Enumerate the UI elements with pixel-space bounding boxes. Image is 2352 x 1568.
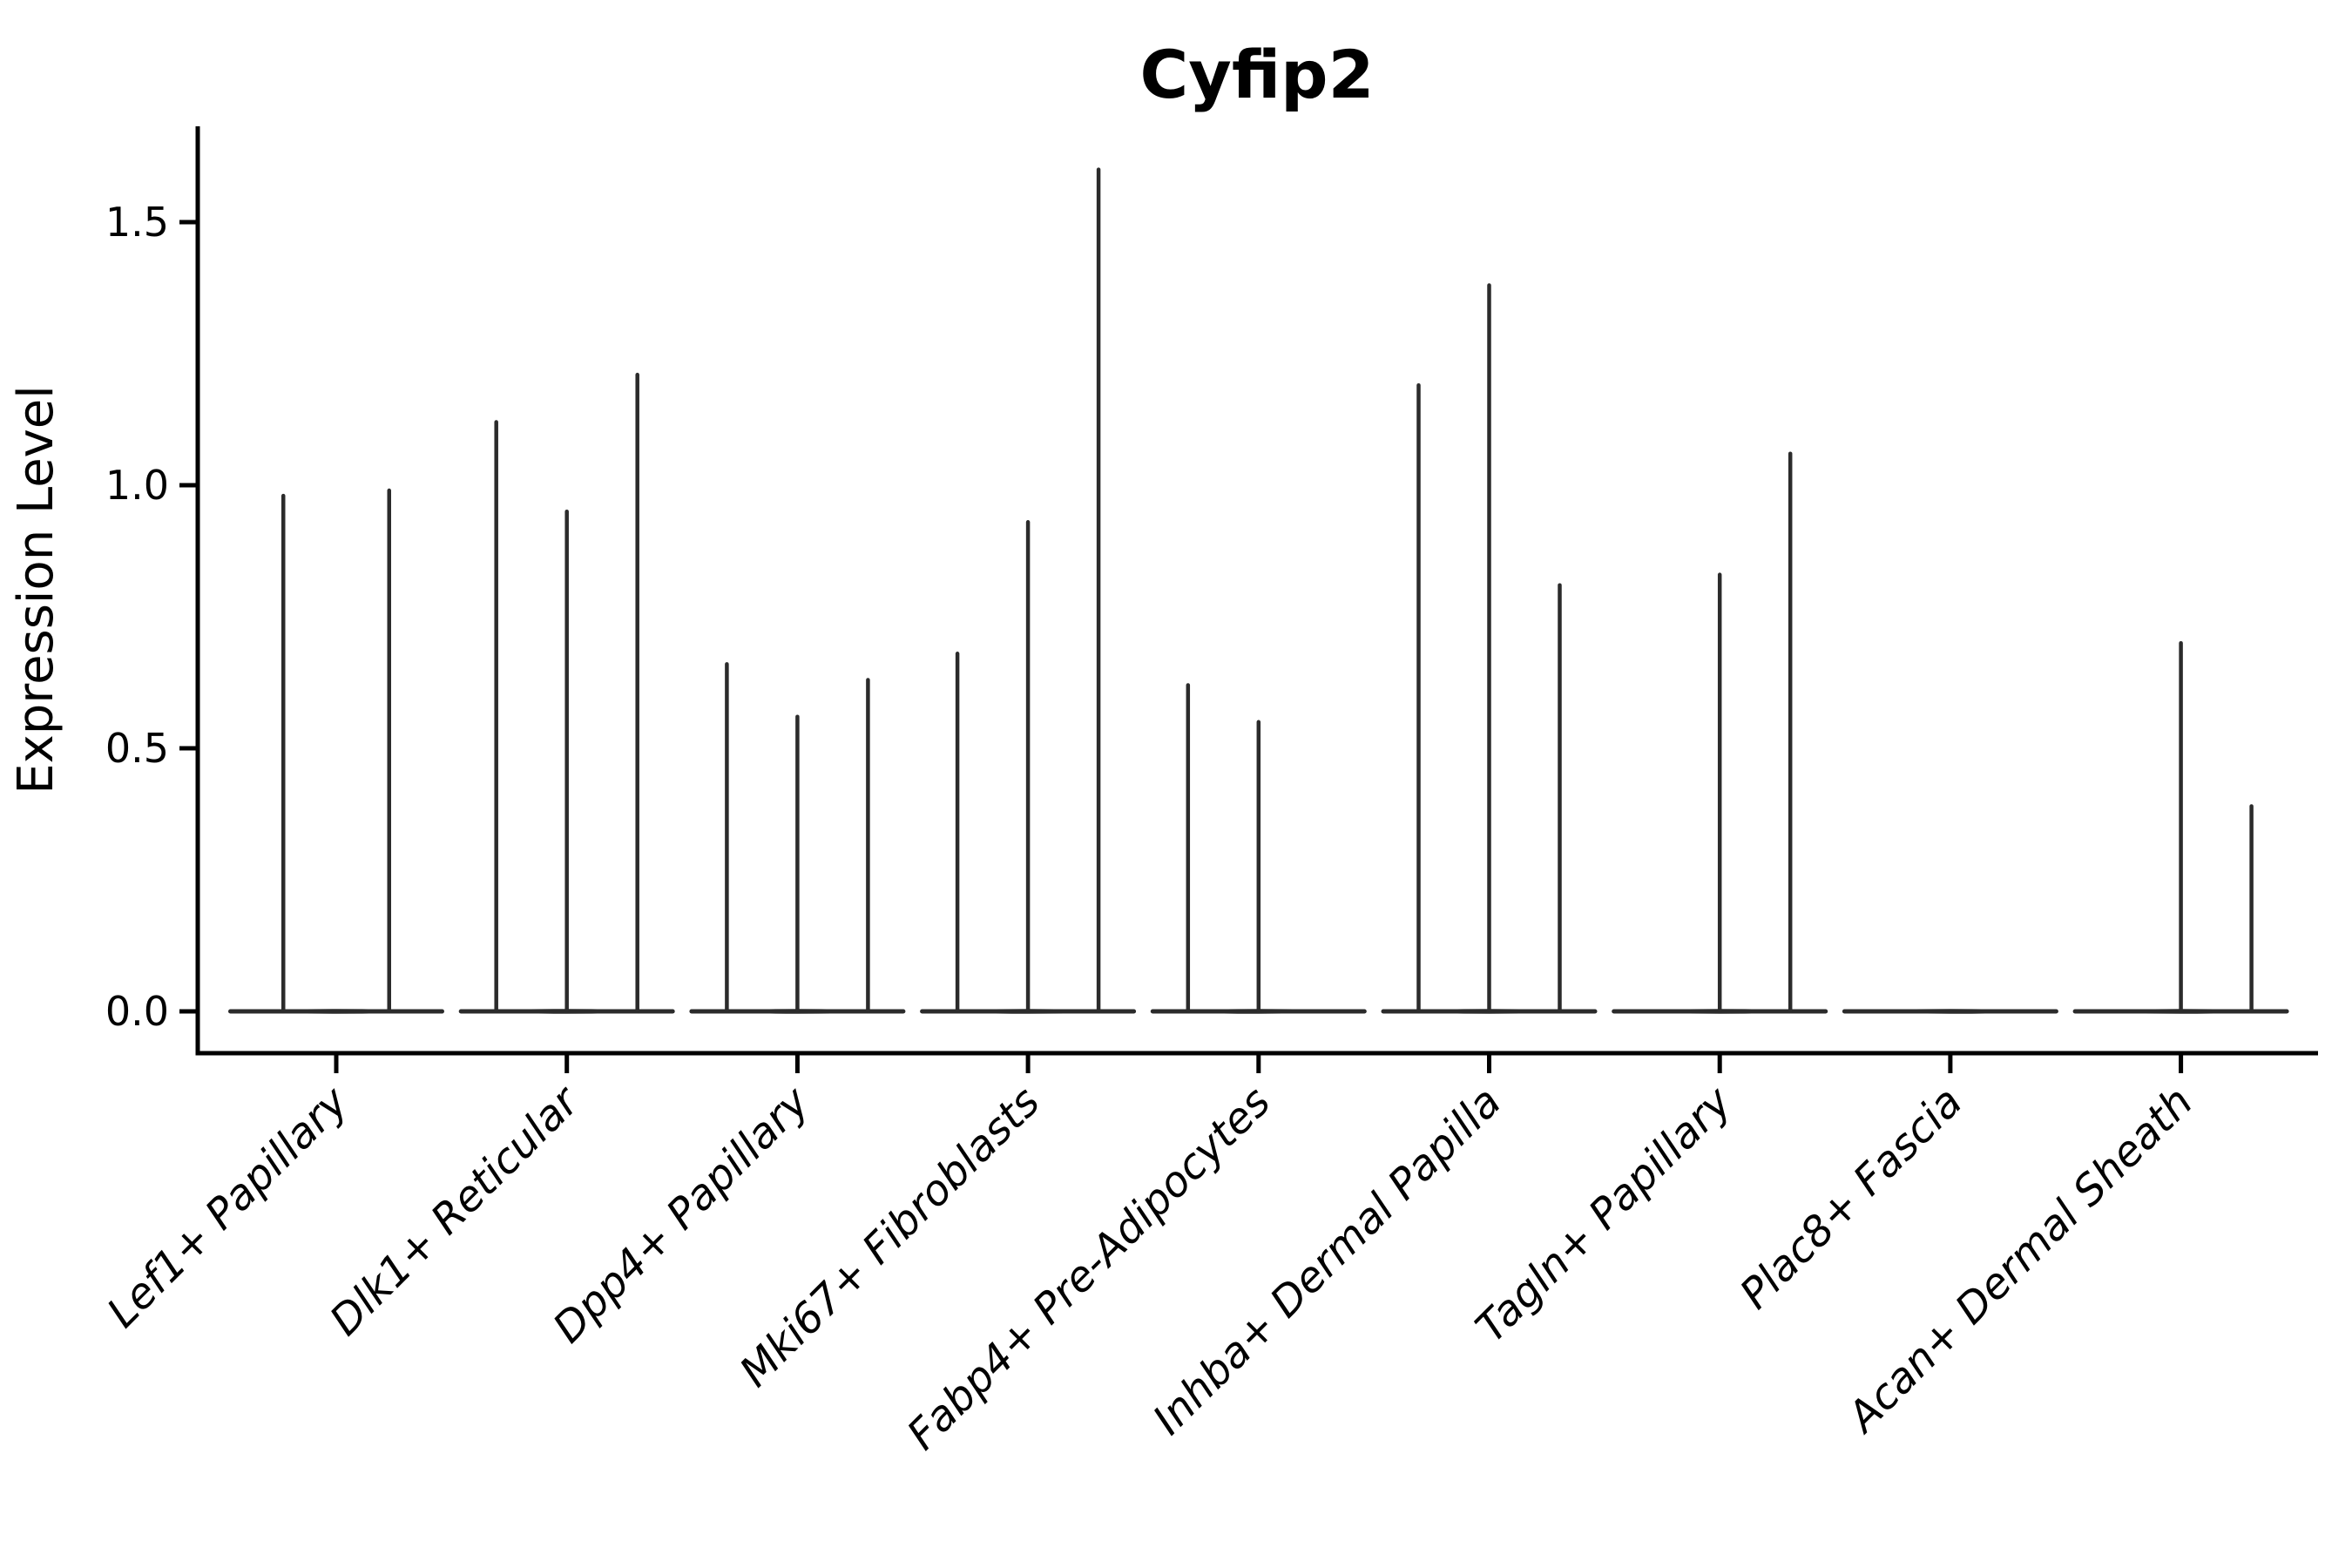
y-axis-label: Expression Level: [8, 385, 64, 794]
y-tick-label: 1.5: [105, 199, 169, 246]
y-tick-label: 0.5: [105, 725, 169, 772]
y-tick-label: 0.0: [105, 988, 169, 1035]
chart-title: Cyfip2: [1140, 36, 1375, 113]
y-tick-label: 1.0: [105, 462, 169, 509]
